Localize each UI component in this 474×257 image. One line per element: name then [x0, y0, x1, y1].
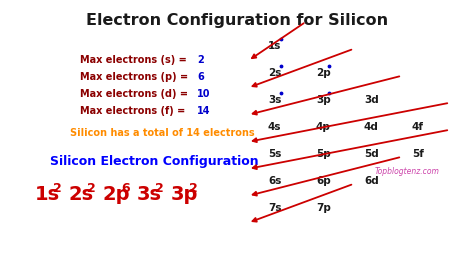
- Text: Max electrons (f) =: Max electrons (f) =: [80, 106, 189, 116]
- Text: 5d: 5d: [364, 149, 379, 159]
- Text: 6s: 6s: [268, 176, 282, 186]
- Text: Electron Configuration for Silicon: Electron Configuration for Silicon: [86, 13, 388, 28]
- Text: 6d: 6d: [364, 176, 379, 186]
- Text: 2s: 2s: [268, 68, 282, 78]
- Text: 3p: 3p: [316, 95, 331, 105]
- Text: 2p: 2p: [316, 68, 331, 78]
- Text: 2: 2: [197, 55, 204, 65]
- Text: 4d: 4d: [364, 122, 379, 132]
- Text: 6: 6: [121, 182, 129, 195]
- Text: 3d: 3d: [364, 95, 379, 105]
- Text: 5s: 5s: [268, 149, 282, 159]
- Text: 3s: 3s: [268, 95, 282, 105]
- Text: Topblogtenz.com: Topblogtenz.com: [375, 168, 440, 177]
- Text: 10: 10: [197, 89, 210, 99]
- Text: 4p: 4p: [316, 122, 331, 132]
- Text: 2s: 2s: [69, 185, 94, 204]
- Text: Max electrons (d) =: Max electrons (d) =: [80, 89, 191, 99]
- Text: 2: 2: [53, 182, 62, 195]
- Text: 2: 2: [189, 182, 198, 195]
- Text: 4s: 4s: [268, 122, 282, 132]
- Text: Max electrons (s) =: Max electrons (s) =: [80, 55, 190, 65]
- Text: 1s: 1s: [35, 185, 60, 204]
- Text: 2: 2: [87, 182, 96, 195]
- Text: 6: 6: [197, 72, 204, 82]
- Text: 4f: 4f: [412, 122, 424, 132]
- Text: 2: 2: [155, 182, 164, 195]
- Text: 14: 14: [197, 106, 210, 116]
- Text: 5f: 5f: [412, 149, 424, 159]
- Text: 7p: 7p: [316, 203, 331, 213]
- Text: 7s: 7s: [268, 203, 282, 213]
- Text: 6p: 6p: [316, 176, 331, 186]
- Text: 1s: 1s: [268, 41, 282, 51]
- Text: 2p: 2p: [103, 185, 130, 204]
- Text: Silicon has a total of 14 electrons: Silicon has a total of 14 electrons: [70, 128, 255, 138]
- Text: 5p: 5p: [316, 149, 331, 159]
- Text: Max electrons (p) =: Max electrons (p) =: [80, 72, 191, 82]
- Text: 3p: 3p: [171, 185, 199, 204]
- Text: Silicon Electron Configuration: Silicon Electron Configuration: [50, 155, 259, 168]
- Text: 3s: 3s: [137, 185, 162, 204]
